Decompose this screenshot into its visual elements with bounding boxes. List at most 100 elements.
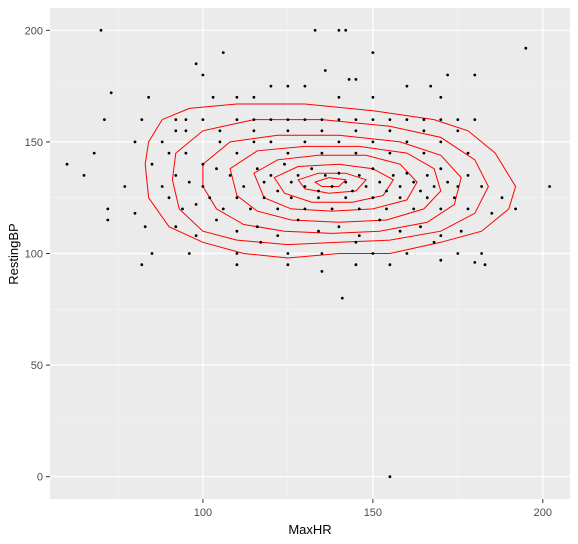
data-point xyxy=(371,95,375,99)
data-point xyxy=(439,140,443,144)
data-point xyxy=(405,118,409,121)
data-point xyxy=(347,78,351,81)
data-point xyxy=(235,118,239,121)
data-point xyxy=(459,229,463,233)
data-point xyxy=(235,196,239,200)
data-point xyxy=(514,207,517,211)
data-point xyxy=(357,174,361,177)
data-point xyxy=(252,118,256,121)
data-point xyxy=(351,189,354,193)
data-point xyxy=(439,207,443,211)
data-point xyxy=(286,252,290,255)
data-point xyxy=(289,180,293,184)
data-point xyxy=(174,225,178,229)
data-point xyxy=(184,129,188,133)
data-point xyxy=(480,185,483,188)
y-axis-ticks: 0 50 100 150 200 xyxy=(25,25,50,484)
data-point xyxy=(317,196,320,200)
contour-line xyxy=(229,145,442,223)
data-point xyxy=(446,73,449,77)
data-point xyxy=(439,118,443,121)
data-point xyxy=(303,118,307,121)
data-point xyxy=(354,129,358,133)
data-point xyxy=(303,207,307,211)
x-tick-label: 100 xyxy=(194,507,212,519)
y-tick-label: 0 xyxy=(37,472,43,484)
data-point xyxy=(405,252,409,255)
data-point xyxy=(269,118,273,121)
data-point xyxy=(500,196,504,200)
data-point xyxy=(283,162,286,166)
data-point xyxy=(286,263,290,267)
data-point xyxy=(317,189,320,193)
data-point xyxy=(388,151,392,155)
data-point xyxy=(276,234,280,238)
data-point xyxy=(371,196,375,200)
data-point xyxy=(340,296,344,300)
data-point xyxy=(286,129,290,133)
data-point xyxy=(432,240,436,244)
data-point xyxy=(221,207,225,211)
data-point xyxy=(371,51,375,54)
data-point xyxy=(405,84,409,88)
data-point xyxy=(419,189,422,193)
data-point xyxy=(221,51,225,54)
data-point xyxy=(123,185,127,188)
data-point xyxy=(184,118,188,121)
data-point xyxy=(398,196,402,200)
data-point xyxy=(140,263,144,267)
data-point xyxy=(160,140,164,144)
data-point xyxy=(143,225,147,229)
data-point xyxy=(344,180,348,184)
y-tick-label: 150 xyxy=(25,137,43,149)
data-point xyxy=(150,252,154,255)
data-point xyxy=(456,129,460,133)
data-point xyxy=(456,118,460,121)
data-point xyxy=(167,196,171,200)
y-tick-label: 50 xyxy=(31,360,43,372)
data-point xyxy=(235,151,239,155)
data-point xyxy=(337,225,341,229)
data-point xyxy=(92,151,96,155)
data-point xyxy=(439,234,443,238)
y-tick-label: 100 xyxy=(25,249,43,261)
y-axis-title: RestingBP xyxy=(6,223,21,284)
data-point xyxy=(303,185,307,188)
x-tick-label: 150 xyxy=(364,507,382,519)
data-point xyxy=(201,118,205,121)
data-point xyxy=(548,185,551,188)
data-point xyxy=(160,185,164,188)
data-point xyxy=(269,84,273,88)
x-tick-label: 200 xyxy=(534,507,552,519)
density-contours xyxy=(144,103,517,259)
data-point xyxy=(439,167,443,171)
data-point xyxy=(296,174,300,177)
data-point xyxy=(405,171,409,175)
y-tick-label: 200 xyxy=(25,25,43,37)
data-point xyxy=(425,174,429,177)
data-point xyxy=(473,118,477,121)
data-point xyxy=(201,73,205,77)
data-point xyxy=(106,207,110,211)
data-point xyxy=(480,252,483,255)
data-point xyxy=(354,240,358,244)
data-point xyxy=(235,263,239,267)
data-point xyxy=(344,196,348,200)
data-point xyxy=(391,174,395,177)
contour-line xyxy=(171,119,489,246)
data-point xyxy=(524,46,528,50)
data-point xyxy=(215,167,218,171)
data-point xyxy=(412,180,416,184)
data-point xyxy=(218,140,222,144)
data-point xyxy=(429,84,433,88)
data-point xyxy=(201,185,205,188)
data-point xyxy=(388,475,392,479)
contour-line xyxy=(144,103,517,259)
data-point xyxy=(103,118,106,121)
data-point xyxy=(320,129,324,133)
data-point xyxy=(330,207,334,211)
data-point xyxy=(422,129,426,133)
data-point xyxy=(320,252,324,255)
data-point xyxy=(337,118,341,121)
